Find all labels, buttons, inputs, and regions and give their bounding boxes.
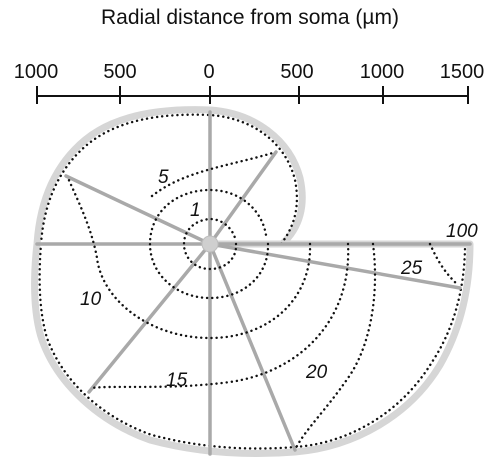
spoke — [208, 242, 462, 290]
spoke — [64, 174, 212, 246]
spoke — [87, 242, 212, 394]
contour-label-25: 25 — [400, 258, 423, 279]
tick-label-500-left: 500 — [103, 61, 136, 83]
contour-label-10: 10 — [80, 289, 102, 310]
spiral-outline — [31, 106, 474, 457]
contour-label-15: 15 — [166, 370, 188, 391]
contour-label-20: 20 — [305, 362, 328, 383]
spoke — [208, 150, 278, 246]
contour-label-1: 1 — [190, 200, 201, 221]
contour-label-5: 5 — [158, 167, 169, 188]
contour-20 — [294, 242, 377, 450]
tick-label-1000-right: 1000 — [360, 61, 405, 83]
tick-label-0: 0 — [203, 61, 214, 83]
spokes — [35, 110, 472, 456]
contour-25 — [428, 242, 460, 287]
outer-dotted-boundary — [38, 113, 467, 450]
soma — [201, 235, 219, 253]
contour-1 — [182, 217, 238, 271]
tick-label-1500: 1500 — [440, 61, 485, 83]
distance-axis: 1000 500 0 500 1000 1500 — [14, 61, 485, 104]
contour-10 — [66, 176, 312, 340]
contours — [66, 150, 460, 450]
tick-label-1000-left: 1000 — [14, 61, 59, 83]
contour-15 — [88, 242, 350, 390]
contour-inner-arc — [150, 150, 278, 198]
tick-label-500-right: 500 — [280, 61, 313, 83]
contour-label-100: 100 — [446, 221, 478, 242]
spoke — [208, 242, 297, 452]
diagram-title: Radial distance from soma (µm) — [100, 6, 400, 29]
contour-5 — [148, 188, 270, 300]
